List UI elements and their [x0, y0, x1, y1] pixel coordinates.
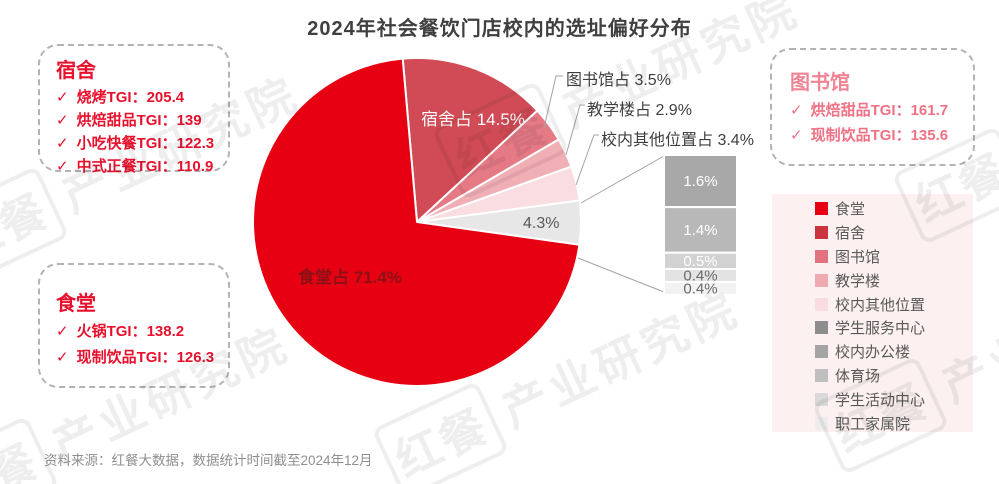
tgi-item-label: 烘焙甜品TGI：139: [76, 112, 202, 129]
tgi-item: ✓ 现制饮品TGI：135.6: [790, 123, 973, 148]
tgi-item-label: 火锅TGI：138.2: [76, 323, 185, 340]
legend-item: 学生活动中心: [815, 387, 925, 411]
check-icon: ✓: [56, 89, 69, 106]
tgi-item-label: 现制饮品TGI：126.3: [76, 349, 215, 366]
breakdown-bar-label: 1.4%: [683, 222, 717, 239]
check-icon: ✓: [56, 135, 69, 152]
tgi-item-label: 烧烤TGI：205.4: [76, 89, 185, 106]
check-icon: ✓: [56, 349, 69, 366]
legend-panel: [772, 194, 973, 432]
legend-label: 学生活动中心: [835, 391, 926, 409]
legend-label: 宿舍: [835, 225, 866, 243]
legend-label: 校内其他位置: [835, 296, 926, 314]
callout-line: [577, 257, 665, 293]
tgi-item-label: 烘焙甜品TGI：161.7: [810, 102, 949, 119]
legend-swatch-icon: [815, 202, 828, 216]
callout-box-dormitory: 宿舍 ✓ 烧烤TGI：205.4 ✓ 烘焙甜品TGI：139 ✓ 小吃快餐TGI：122.…: [38, 44, 230, 175]
legend-item: 校内其他位置: [815, 292, 925, 316]
callout-box-items: ✓ 烘焙甜品TGI：161.7 ✓ 现制饮品TGI：135.6: [790, 98, 973, 148]
legend-label: 校内办公楼: [835, 344, 911, 362]
tgi-item: ✓ 烘焙甜品TGI：161.7: [790, 98, 973, 123]
callout-box-items: ✓ 火锅TGI：138.2 ✓ 现制饮品TGI：126.3: [56, 319, 228, 371]
legend-swatch-icon: [815, 416, 828, 430]
legend-swatch-icon: [815, 321, 828, 335]
tgi-item: ✓ 烧烤TGI：205.4: [56, 86, 228, 109]
tgi-item: ✓ 火锅TGI：138.2: [56, 319, 228, 345]
legend-list: 食堂宿舍图书馆教学楼校内其他位置 学生服务中心 校内办公楼体育场学生活动中心 职工家属…: [815, 197, 925, 435]
legend-swatch-icon: [815, 345, 828, 359]
legend-swatch-icon: [815, 273, 828, 287]
breakdown-bar-label: 0.4%: [683, 268, 717, 285]
legend-label: 教学楼: [835, 272, 881, 290]
callout-box-title: 食堂: [56, 293, 96, 315]
callout-box-library: 图书馆 ✓ 烘焙甜品TGI：161.7 ✓ 现制饮品TGI：135.6: [770, 48, 975, 166]
breakdown-bar-label: 0.5%: [683, 253, 717, 270]
check-icon: ✓: [56, 323, 69, 340]
legend-item: 食堂: [815, 197, 925, 221]
breakdown-bar-label: 1.6%: [683, 173, 717, 190]
legend-swatch-icon: [815, 226, 828, 240]
page-title: 2024年社会餐饮门店校内的选址偏好分布: [307, 18, 692, 40]
legend-label: 食堂: [835, 201, 866, 219]
pie-slice-canteen: [251, 57, 581, 387]
source-note: 资料来源：红餐大数据，数据统计时间截至2024年12月: [44, 453, 373, 468]
callout-line: [565, 104, 585, 156]
tgi-item: ✓ 现制饮品TGI：126.3: [56, 345, 228, 371]
breakdown-bar-segment: [663, 206, 738, 254]
tgi-item: ✓ 烘焙甜品TGI：139: [56, 109, 228, 132]
check-icon: ✓: [56, 112, 69, 129]
legend-label: 体育场: [835, 367, 881, 385]
tgi-item: ✓ 小吃快餐TGI：122.3: [56, 132, 228, 155]
legend-label: 图书馆: [835, 248, 881, 266]
legend-item: 体育场: [815, 364, 925, 388]
callout-box-items: ✓ 烧烤TGI：205.4 ✓ 烘焙甜品TGI：139 ✓ 小吃快餐TGI：122.3 ✓ 中…: [56, 86, 228, 178]
legend-item: 校内办公楼: [815, 340, 925, 364]
tgi-item-label: 小吃快餐TGI：122.3: [76, 135, 215, 152]
legend-item: 学生服务中心: [815, 316, 925, 340]
callout-box-title: 图书馆: [790, 72, 850, 94]
legend-item: 职工家属院: [815, 411, 925, 435]
callout-line: [575, 134, 599, 186]
legend-swatch-icon: [815, 297, 828, 311]
tgi-item-label: 中式正餐TGI：110.9: [76, 158, 214, 175]
pie-label-other-campus-locations: 校内其他位置占 3.4%: [601, 132, 754, 149]
check-icon: ✓: [790, 127, 803, 144]
check-icon: ✓: [56, 158, 69, 175]
callout-line: [580, 155, 665, 204]
legend-swatch-icon: [815, 392, 828, 406]
pie-slice-dormitory: [401, 57, 539, 223]
legend-label: 职工家属院: [835, 415, 911, 433]
pie-label-canteen: 食堂占 71.4%: [298, 268, 402, 287]
legend-label: 学生服务中心: [835, 320, 926, 338]
pie-label-teaching-building: 教学楼占 2.9%: [587, 102, 692, 119]
legend-item: 宿舍: [815, 221, 925, 245]
pie-label-dormitory: 宿舍占 14.5%: [421, 110, 525, 129]
legend-swatch-icon: [815, 249, 828, 263]
breakdown-bar-segment: [663, 281, 738, 296]
legend-item: 图书馆: [815, 245, 925, 269]
callout-box-title: 宿舍: [56, 60, 96, 82]
check-icon: ✓: [790, 102, 803, 119]
tgi-item-label: 现制饮品TGI：135.6: [810, 127, 949, 144]
tgi-item: ✓ 中式正餐TGI：110.9: [56, 155, 228, 178]
legend-item: 教学楼: [815, 268, 925, 292]
callout-line: [543, 75, 563, 129]
callout-box-canteen: 食堂 ✓ 火锅TGI：138.2 ✓ 现制饮品TGI：126.3: [38, 263, 230, 388]
breakdown-bar-label: 0.4%: [683, 281, 717, 298]
pie-label-other-total: 4.3%: [523, 215, 560, 232]
legend-swatch-icon: [815, 368, 828, 382]
pie-label-library: 图书馆占 3.5%: [566, 72, 671, 89]
